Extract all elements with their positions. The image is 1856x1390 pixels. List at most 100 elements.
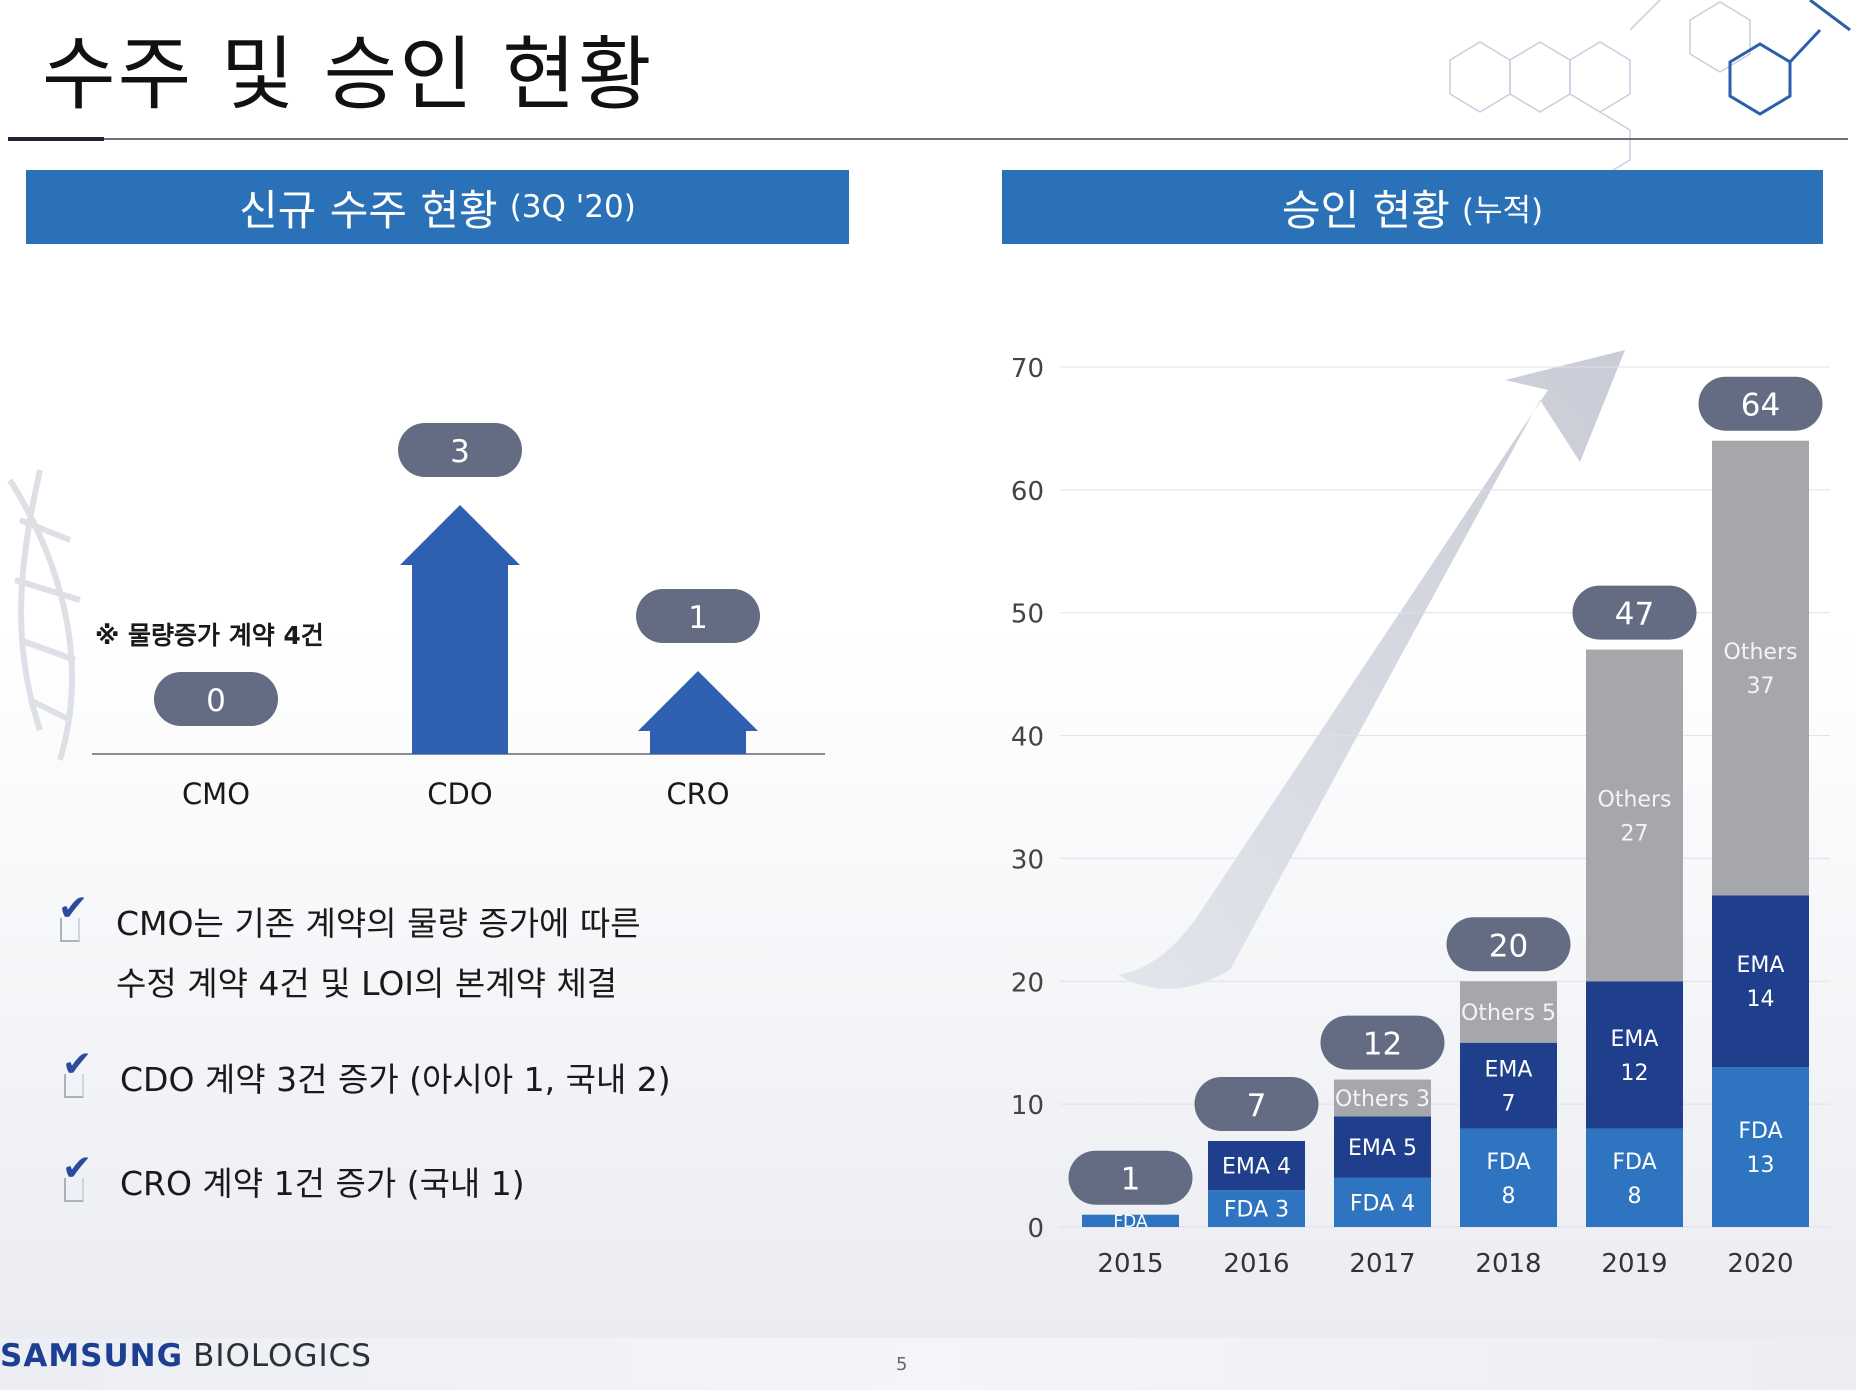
- new-orders-banner: 신규 수주 현황 (3Q '20): [26, 170, 849, 244]
- segment-label-line: 14: [1747, 987, 1775, 1012]
- value-pill: [398, 423, 522, 477]
- logo-samsung: SAMSUNG: [0, 1338, 184, 1374]
- page-number: 5: [896, 1354, 908, 1375]
- order-arrow-cdo: [400, 505, 520, 754]
- bar-segment-fda: [1208, 1190, 1305, 1227]
- checkmark-icon: ✔: [58, 888, 89, 929]
- bar-segment-fda: [1586, 1128, 1683, 1227]
- bullet-cmo-line2: 수정 계약 4건 및 LOI의 본계약 체결: [116, 964, 618, 1003]
- molecule-decoration: [1449, 0, 1751, 179]
- checkbox-icon: [64, 1074, 84, 1098]
- segment-label: EMA 4: [1222, 1154, 1291, 1179]
- value-label: 3: [450, 434, 470, 470]
- segment-label-line: FDA 4: [1350, 1191, 1415, 1216]
- checkmark-icon: ✔: [62, 1044, 93, 1085]
- segment-label-line: 8: [1628, 1184, 1642, 1209]
- bar-segment-fda: [1712, 1067, 1809, 1227]
- segment-label: FDA: [1113, 1212, 1148, 1232]
- segment-label: FDA 4: [1350, 1191, 1415, 1216]
- category-label: CRO: [666, 777, 729, 811]
- segment-label-line: EMA 5: [1348, 1136, 1417, 1161]
- bullet-cro: CRO 계약 1건 증가 (국내 1): [120, 1164, 525, 1203]
- x-tick-label: 2017: [1349, 1249, 1415, 1279]
- y-tick-label: 50: [1011, 600, 1044, 630]
- segment-label-line: 27: [1621, 821, 1649, 846]
- total-label: 12: [1363, 1027, 1402, 1063]
- bar-segment-fda: [1334, 1177, 1431, 1227]
- segment-label: Others 27: [1598, 787, 1672, 846]
- segment-label-line: FDA 3: [1224, 1197, 1289, 1222]
- bar-segment-others: [1586, 649, 1683, 982]
- bar-segment-others: [1712, 440, 1809, 896]
- segment-label-line: 13: [1747, 1153, 1775, 1178]
- approvals-banner-title: 승인 현황: [1281, 185, 1450, 235]
- segment-label: FDA 8: [1486, 1150, 1530, 1209]
- checkmark-icon: ✔: [62, 1148, 93, 1189]
- segment-label-line: EMA: [1737, 953, 1785, 978]
- approvals-banner: 승인 현황 (누적): [1002, 170, 1823, 244]
- bar-segment-fda: [1082, 1214, 1179, 1227]
- slide-title: 수주 및 승인 현황: [42, 28, 654, 121]
- value-label: 1: [688, 600, 708, 636]
- bullet-cdo: CDO 계약 3건 증가 (아시아 1, 국내 2): [120, 1060, 671, 1099]
- bar-segment-ema: [1712, 895, 1809, 1068]
- total-label: 20: [1489, 928, 1528, 964]
- segment-label: Others 5: [1461, 1001, 1556, 1026]
- x-tick-label: 2015: [1097, 1249, 1163, 1279]
- logo-biologics: BIOLOGICS: [193, 1338, 372, 1374]
- category-label: CMO: [182, 777, 250, 811]
- growth-arrow: [1118, 350, 1625, 989]
- segment-label-line: Others: [1724, 640, 1798, 665]
- approvals-banner-sub: (누적): [1461, 192, 1544, 229]
- value-label: 0: [206, 683, 226, 719]
- value-pill: [636, 589, 760, 643]
- segment-label: Others 37: [1724, 640, 1798, 699]
- bar-segment-ema: [1334, 1116, 1431, 1178]
- y-tick-label: 40: [1011, 723, 1044, 753]
- new-orders-banner-sub: (3Q '20): [509, 189, 636, 225]
- x-tick-label: 2020: [1727, 1249, 1793, 1279]
- total-label: 7: [1247, 1088, 1267, 1124]
- segment-label-line: 8: [1502, 1184, 1516, 1209]
- order-arrow-cro: [638, 671, 758, 754]
- total-pill: [1320, 1015, 1445, 1070]
- bullet-cmo-line1: CMO는 기존 계약의 물량 증가에 따른: [116, 904, 641, 943]
- y-tick-label: 10: [1011, 1091, 1044, 1121]
- total-label: 47: [1615, 597, 1654, 633]
- segment-label-line: Others: [1598, 787, 1672, 812]
- total-pill: [1194, 1077, 1319, 1131]
- y-tick-label: 0: [1027, 1214, 1044, 1244]
- company-logo: SAMSUNG BIOLOGICS: [0, 1338, 372, 1374]
- y-tick-label: 70: [1011, 354, 1044, 384]
- segment-label-line: 37: [1747, 674, 1775, 699]
- volume-increase-note: ※ 물량증가 계약 4건: [95, 621, 324, 650]
- molecule-accent: [1728, 0, 1851, 116]
- segment-label: Others 3: [1335, 1087, 1430, 1112]
- segment-label-line: FDA: [1738, 1119, 1782, 1144]
- new-orders-banner-title: 신규 수주 현황: [239, 185, 498, 235]
- total-pill: [1572, 585, 1697, 640]
- segment-label: FDA 3: [1224, 1197, 1289, 1222]
- bar-segment-others: [1460, 981, 1557, 1043]
- bar-segment-ema: [1460, 1042, 1557, 1129]
- segment-label-line: FDA: [1486, 1150, 1530, 1175]
- title-divider-accent: [8, 137, 104, 141]
- title-divider: [8, 138, 1848, 140]
- segment-label-line: FDA: [1612, 1150, 1656, 1175]
- segment-label: FDA 8: [1612, 1150, 1656, 1209]
- segment-label: EMA 5: [1348, 1136, 1417, 1161]
- bar-segment-fda: [1460, 1128, 1557, 1227]
- segment-label-line: EMA: [1611, 1027, 1659, 1052]
- total-label: 64: [1741, 388, 1780, 424]
- x-tick-label: 2018: [1475, 1249, 1541, 1279]
- checkbox-icon: [60, 918, 80, 942]
- total-pill: [1446, 917, 1571, 972]
- x-tick-label: 2019: [1601, 1249, 1667, 1279]
- footer-bar: [0, 1338, 1856, 1390]
- checkbox-icon: [64, 1178, 84, 1202]
- segment-label-line: EMA 4: [1222, 1154, 1291, 1179]
- x-tick-label: 2016: [1223, 1249, 1289, 1279]
- y-tick-label: 30: [1011, 845, 1044, 875]
